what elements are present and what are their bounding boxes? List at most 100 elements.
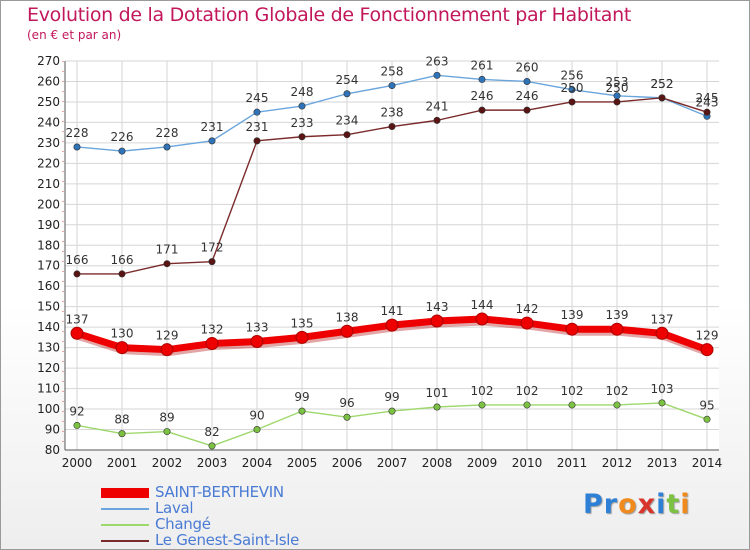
data-point-saint-berthevin	[250, 334, 264, 348]
data-label-change: 96	[339, 396, 354, 410]
legend-label: Laval	[155, 499, 194, 517]
data-label-laval: 243	[696, 95, 719, 109]
data-point-laval	[433, 71, 441, 79]
data-point-le-genest-saint-isle	[478, 106, 486, 114]
y-tick-label: 170	[37, 259, 60, 273]
data-point-laval	[568, 86, 576, 94]
data-point-le-genest-saint-isle	[253, 137, 261, 145]
data-label-saint-berthevin: 144	[471, 298, 494, 312]
data-label-laval: 245	[246, 91, 269, 105]
data-label-le-genest-saint-isle: 172	[201, 241, 224, 255]
data-label-le-genest-saint-isle: 246	[471, 89, 494, 103]
x-tick-label: 2004	[242, 456, 273, 470]
proxiti-logo: Proxiti	[583, 489, 691, 520]
y-tick-label: 250	[37, 95, 60, 109]
data-point-change	[388, 407, 396, 415]
data-label-saint-berthevin: 139	[561, 308, 584, 322]
data-point-laval	[388, 82, 396, 90]
data-label-change: 88	[114, 413, 129, 427]
data-label-laval: 256	[561, 69, 584, 83]
data-label-change: 92	[69, 404, 84, 418]
data-label-change: 102	[561, 384, 584, 398]
logo-letter: P	[583, 489, 604, 520]
data-label-change: 102	[471, 384, 494, 398]
data-label-le-genest-saint-isle: 231	[246, 120, 269, 134]
data-label-saint-berthevin: 137	[651, 312, 674, 326]
data-point-change	[703, 415, 711, 423]
data-label-laval: 228	[156, 126, 179, 140]
data-point-laval	[478, 75, 486, 83]
data-point-le-genest-saint-isle	[343, 131, 351, 139]
data-point-le-genest-saint-isle	[118, 270, 126, 278]
data-point-change	[658, 399, 666, 407]
x-tick-label: 2000	[62, 456, 93, 470]
y-tick-label: 180	[37, 238, 60, 252]
logo-letter: i	[680, 489, 691, 520]
legend-item-saint-berthevin: SAINT-BERTHEVIN	[101, 483, 361, 501]
data-point-saint-berthevin	[385, 318, 399, 332]
x-tick-label: 2002	[152, 456, 183, 470]
logo-letter: x	[637, 489, 657, 520]
data-label-change: 102	[606, 384, 629, 398]
data-label-saint-berthevin: 133	[246, 320, 269, 334]
data-point-saint-berthevin	[160, 343, 174, 357]
data-point-laval	[118, 147, 126, 155]
legend-label: Changé	[155, 515, 211, 533]
data-label-le-genest-saint-isle: 241	[426, 99, 449, 113]
data-label-le-genest-saint-isle: 166	[111, 253, 134, 267]
data-label-saint-berthevin: 139	[606, 308, 629, 322]
legend-swatch	[101, 488, 149, 498]
y-tick-label: 270	[37, 54, 60, 68]
data-label-le-genest-saint-isle: 246	[516, 89, 539, 103]
data-label-saint-berthevin: 143	[426, 300, 449, 314]
legend-swatch	[101, 540, 149, 542]
data-point-le-genest-saint-isle	[523, 106, 531, 114]
y-tick-label: 160	[37, 279, 60, 293]
data-point-le-genest-saint-isle	[208, 258, 216, 266]
legend-item-laval: Laval	[101, 499, 361, 517]
data-label-laval: 263	[426, 54, 449, 68]
data-point-saint-berthevin	[340, 324, 354, 338]
data-label-change: 89	[159, 411, 174, 425]
data-point-change	[253, 426, 261, 434]
data-point-laval	[523, 77, 531, 85]
data-point-saint-berthevin	[610, 322, 624, 336]
data-point-change	[523, 401, 531, 409]
data-label-le-genest-saint-isle: 250	[561, 81, 584, 95]
x-tick-label: 2006	[332, 456, 363, 470]
y-tick-label: 80	[45, 443, 60, 457]
x-tick-label: 2008	[422, 456, 453, 470]
data-label-saint-berthevin: 132	[201, 323, 224, 337]
logo-letter: i	[656, 489, 667, 520]
data-label-le-genest-saint-isle: 252	[651, 77, 674, 91]
data-point-saint-berthevin	[655, 326, 669, 340]
data-point-saint-berthevin	[430, 314, 444, 328]
legend-item-change: Changé	[101, 515, 361, 533]
data-label-le-genest-saint-isle: 233	[291, 116, 314, 130]
data-label-laval: 258	[381, 65, 404, 79]
data-label-change: 82	[204, 425, 219, 439]
data-label-change: 95	[699, 398, 714, 412]
data-point-change	[163, 428, 171, 436]
data-point-saint-berthevin	[520, 316, 534, 330]
x-tick-label: 2013	[647, 456, 678, 470]
data-label-laval: 253	[606, 75, 629, 89]
data-label-saint-berthevin: 130	[111, 327, 134, 341]
data-label-saint-berthevin: 135	[291, 316, 314, 330]
data-label-laval: 231	[201, 120, 224, 134]
y-tick-label: 140	[37, 320, 60, 334]
data-point-le-genest-saint-isle	[568, 98, 576, 106]
data-point-saint-berthevin	[205, 337, 219, 351]
data-label-change: 101	[426, 386, 449, 400]
x-tick-label: 2007	[377, 456, 408, 470]
y-tick-label: 240	[37, 115, 60, 129]
data-label-laval: 248	[291, 85, 314, 99]
data-point-le-genest-saint-isle	[658, 94, 666, 102]
data-point-change	[298, 407, 306, 415]
x-tick-label: 2001	[107, 456, 138, 470]
data-label-change: 103	[651, 382, 674, 396]
data-point-le-genest-saint-isle	[163, 260, 171, 268]
data-point-saint-berthevin	[115, 341, 129, 355]
